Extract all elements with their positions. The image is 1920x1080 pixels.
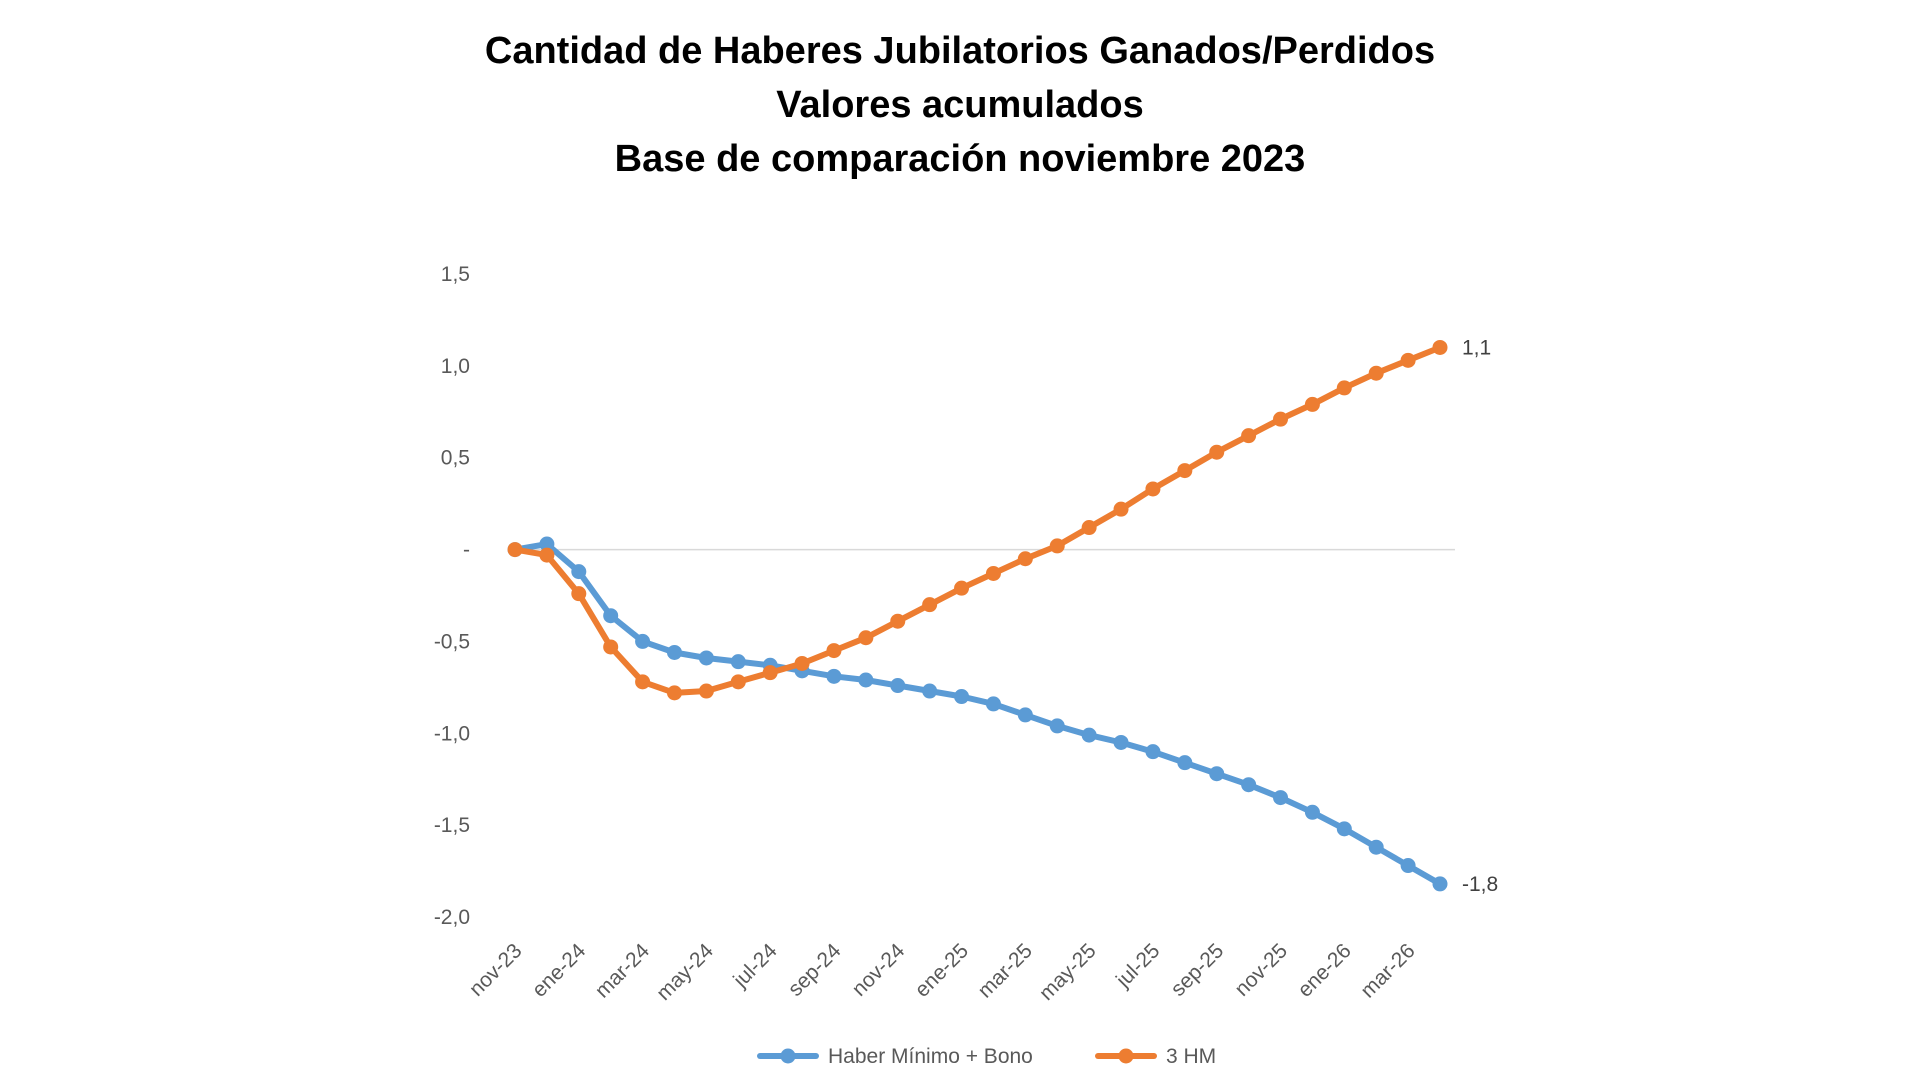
x-tick-label: may-25 (1035, 939, 1101, 1005)
chart-title: Cantidad de Haberes Jubilatorios Ganados… (0, 24, 1920, 186)
data-point (1336, 380, 1352, 396)
data-point (603, 639, 619, 655)
data-point (890, 613, 906, 629)
data-point (698, 683, 714, 699)
data-point (1017, 707, 1033, 723)
end-labels: -1,8 1,1 (1462, 336, 1498, 895)
data-point (858, 630, 874, 646)
data-point (1209, 766, 1225, 782)
series-line-1 (512, 344, 1443, 696)
legend-marker (780, 1048, 796, 1064)
data-point (954, 689, 970, 705)
data-point (571, 586, 587, 602)
data-point (539, 547, 555, 563)
data-point (1017, 551, 1033, 567)
y-tick-label: -2,0 (434, 906, 470, 929)
data-point (858, 672, 874, 688)
data-point (1241, 428, 1257, 444)
x-tick-label: nov-23 (465, 939, 527, 1001)
x-tick-label: mar-24 (591, 939, 655, 1003)
data-point (698, 650, 714, 666)
data-point (1432, 339, 1448, 355)
y-axis-labels: 1,5 1,0 0,5 - -0,5 -1,0 -1,5 -2,0 (434, 263, 470, 929)
data-point (826, 668, 842, 684)
chart-title-line-1: Cantidad de Haberes Jubilatorios Ganados… (484, 30, 1436, 72)
data-point (1177, 463, 1193, 479)
data-point (1304, 396, 1320, 412)
chart-title-line-3: Base de comparación noviembre 2023 (614, 138, 1306, 180)
y-tick-label: -0,5 (434, 630, 470, 653)
x-tick-label: ene-26 (1293, 939, 1356, 1002)
data-point (1400, 352, 1416, 368)
data-point (1273, 411, 1289, 427)
data-point (1304, 804, 1320, 820)
x-tick-label: nov-25 (1230, 939, 1292, 1001)
data-point (539, 536, 555, 552)
data-point (1049, 538, 1065, 554)
data-point (635, 674, 651, 690)
y-tick-label: 0,5 (441, 447, 470, 470)
legend-label: 3 HM (1166, 1045, 1216, 1068)
x-tick-label: sep-24 (784, 939, 846, 1001)
data-point (730, 654, 746, 670)
data-point (1209, 444, 1225, 460)
data-point (985, 565, 1001, 581)
data-point (954, 580, 970, 596)
data-point (1400, 858, 1416, 874)
data-point (1273, 790, 1289, 806)
data-point (922, 683, 938, 699)
data-point (1368, 839, 1384, 855)
y-tick-label: 1,5 (441, 263, 470, 286)
x-tick-label: jul-25 (1111, 939, 1164, 992)
data-point (1113, 501, 1129, 517)
data-point (1336, 821, 1352, 837)
series-group (507, 339, 1448, 892)
y-tick-label: 1,0 (441, 355, 470, 378)
x-tick-label: jul-24 (728, 939, 782, 993)
x-tick-label: may-24 (652, 939, 718, 1005)
data-point (1241, 777, 1257, 793)
data-point (985, 696, 1001, 712)
data-point (890, 678, 906, 694)
data-point (1081, 520, 1097, 536)
series-line-0 (512, 541, 1443, 887)
data-point (1049, 718, 1065, 734)
y-tick-label: -1,5 (434, 814, 470, 837)
data-point (1368, 365, 1384, 381)
data-point (1113, 734, 1129, 750)
data-point (666, 644, 682, 660)
data-point (507, 542, 523, 558)
series-end-label: -1,8 (1462, 873, 1498, 896)
legend-marker (1118, 1048, 1134, 1064)
data-point (762, 665, 778, 681)
data-point (666, 685, 682, 701)
data-point (571, 564, 587, 580)
x-tick-label: sep-25 (1167, 939, 1229, 1001)
x-tick-label: nov-24 (848, 939, 910, 1001)
data-point (1432, 876, 1448, 892)
data-point (635, 633, 651, 649)
y-tick-label: -1,0 (434, 722, 470, 745)
data-point (1145, 481, 1161, 497)
x-tick-label: mar-26 (1356, 939, 1419, 1002)
x-tick-label: ene-24 (528, 939, 591, 1002)
legend: Haber Mínimo + Bono 3 HM (757, 1045, 1216, 1068)
legend-label: Haber Mínimo + Bono (828, 1045, 1033, 1068)
data-point (730, 674, 746, 690)
data-point (922, 597, 938, 613)
x-tick-label: mar-25 (974, 939, 1037, 1002)
data-point (603, 608, 619, 624)
data-point (794, 655, 810, 671)
data-point (1177, 755, 1193, 771)
chart-title-line-2: Valores acumulados (776, 84, 1144, 126)
x-tick-label: ene-25 (911, 939, 974, 1002)
data-point (826, 643, 842, 659)
series-end-label: 1,1 (1462, 336, 1491, 359)
data-point (1081, 727, 1097, 743)
data-point (1145, 744, 1161, 760)
y-tick-label: - (463, 539, 470, 562)
